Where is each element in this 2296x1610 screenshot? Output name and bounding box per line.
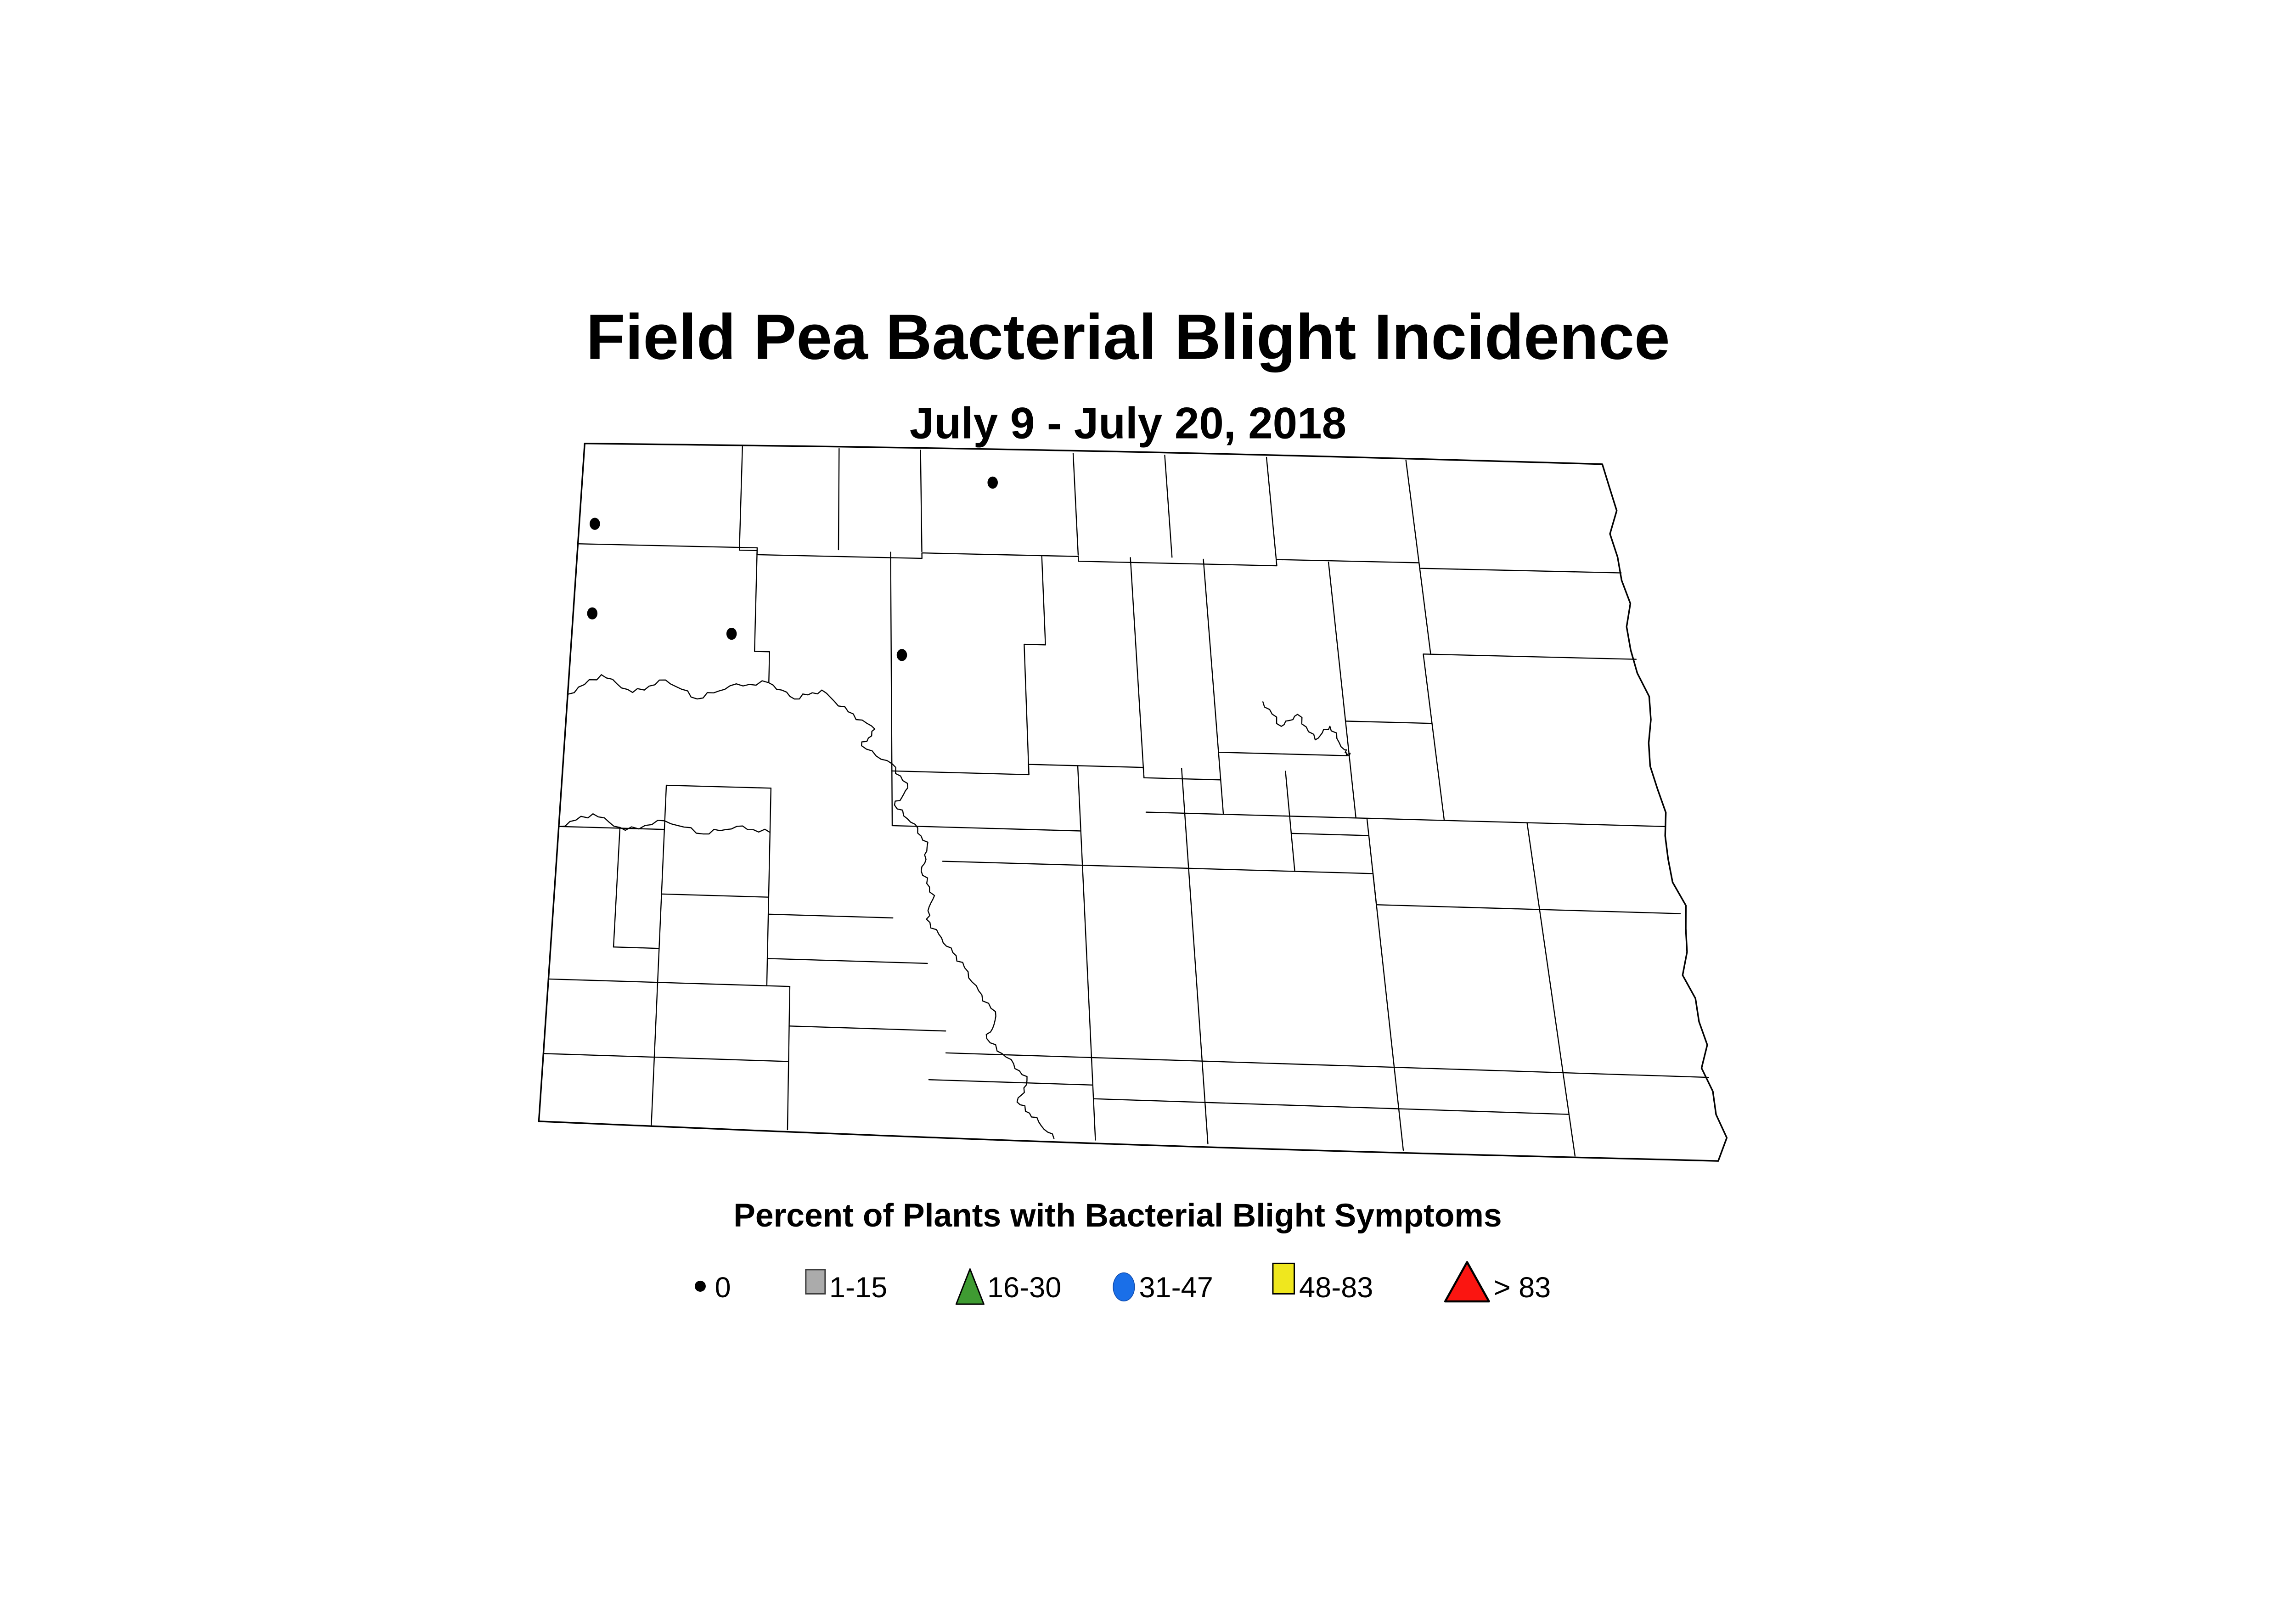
county-boundary bbox=[1372, 873, 1395, 1068]
legend-item-1630: 16-30 bbox=[955, 1268, 1061, 1305]
county-boundary bbox=[1526, 822, 1540, 910]
survey-site-marker-0 bbox=[896, 649, 907, 661]
county-boundary bbox=[945, 1052, 1709, 1078]
county-boundary bbox=[657, 784, 667, 983]
county-boundary bbox=[665, 784, 772, 789]
survey-site-marker-0 bbox=[587, 607, 598, 619]
county-boundary bbox=[1072, 453, 1079, 556]
county-boundary bbox=[890, 552, 893, 827]
survey-site-marker-0 bbox=[987, 476, 998, 489]
county-boundary bbox=[558, 826, 665, 830]
survey-site-markers bbox=[587, 476, 998, 661]
county-boundary bbox=[1562, 1072, 1576, 1157]
county-boundary bbox=[661, 893, 770, 898]
county-boundary bbox=[651, 982, 658, 1126]
county-boundary bbox=[1188, 867, 1203, 1062]
legend-label: 31-47 bbox=[1139, 1272, 1213, 1304]
legend-row: 0 1-15 16-30 31-47 48-83 > 83 bbox=[694, 1261, 1551, 1305]
county-boundary bbox=[1345, 721, 1433, 724]
legend-square-icon bbox=[1272, 1262, 1295, 1295]
river-boundary bbox=[567, 674, 1055, 1139]
county-boundary bbox=[1081, 865, 1092, 1058]
county-boundary bbox=[838, 448, 840, 551]
county-boundary bbox=[788, 1025, 946, 1032]
legend-label: 0 bbox=[715, 1272, 731, 1304]
legend-item-3147: 31-47 bbox=[1113, 1272, 1213, 1304]
legend-label: 16-30 bbox=[987, 1272, 1061, 1304]
legend-item-4883: 48-83 bbox=[1272, 1262, 1373, 1304]
county-boundary bbox=[920, 450, 923, 552]
legend-title: Percent of Plants with Bacterial Blight … bbox=[733, 1197, 1502, 1234]
county-boundary bbox=[548, 978, 791, 987]
county-boundary bbox=[1181, 768, 1189, 869]
county-boundary bbox=[891, 764, 1221, 781]
legend-dot-icon bbox=[694, 1280, 706, 1292]
page-subtitle: July 9 - July 20, 2018 bbox=[910, 399, 1346, 448]
river-boundary bbox=[558, 813, 771, 835]
legend-circle-icon bbox=[1113, 1272, 1135, 1301]
county-boundary bbox=[613, 828, 621, 948]
county-boundary bbox=[942, 861, 1374, 874]
county-boundary bbox=[766, 958, 928, 964]
county-boundary bbox=[928, 1079, 1094, 1086]
county-boundary bbox=[1285, 771, 1295, 872]
legend-item-0: 0 bbox=[694, 1272, 731, 1304]
county-boundary bbox=[767, 913, 894, 919]
county-boundary bbox=[1376, 904, 1681, 914]
county-boundary bbox=[1145, 811, 1666, 828]
county-boundary bbox=[738, 446, 770, 683]
legend-item-115: 1-15 bbox=[805, 1269, 887, 1304]
county-boundary bbox=[1266, 456, 1277, 560]
survey-site-marker-0 bbox=[590, 518, 600, 530]
county-boundary bbox=[613, 946, 660, 949]
legend-square-icon bbox=[805, 1269, 826, 1295]
county-boundary bbox=[1130, 557, 1145, 778]
county-boundary bbox=[1539, 909, 1564, 1074]
county-boundary bbox=[1405, 459, 1420, 563]
county-boundary bbox=[1203, 558, 1224, 815]
county-boundary bbox=[577, 543, 1622, 574]
county-boundary bbox=[1093, 1098, 1570, 1115]
legend-triangle-icon bbox=[1444, 1261, 1490, 1303]
legend-label: > 83 bbox=[1494, 1272, 1551, 1304]
county-boundary bbox=[1328, 561, 1356, 819]
north-dakota-county-map bbox=[538, 443, 1728, 1162]
county-boundary bbox=[1430, 653, 1637, 660]
page-title: Field Pea Bacterial Blight Incidence bbox=[586, 301, 1670, 373]
county-boundary bbox=[1077, 765, 1083, 866]
county-boundary bbox=[1164, 455, 1173, 558]
river-boundary bbox=[1262, 701, 1351, 756]
county-boundary bbox=[1218, 751, 1350, 756]
legend-triangle-icon bbox=[955, 1268, 985, 1305]
county-boundary bbox=[543, 1053, 789, 1062]
county-boundary bbox=[1419, 568, 1445, 821]
county-boundary bbox=[1393, 1066, 1404, 1151]
county-boundary bbox=[1024, 555, 1046, 776]
county-boundary bbox=[766, 788, 772, 986]
state-border bbox=[538, 443, 1728, 1162]
county-boundary bbox=[787, 986, 791, 1131]
legend-label: 48-83 bbox=[1299, 1272, 1373, 1304]
county-boundary bbox=[1290, 833, 1370, 836]
survey-site-marker-0 bbox=[726, 627, 737, 640]
legend-item-83: > 83 bbox=[1444, 1261, 1551, 1304]
county-boundary bbox=[891, 825, 1081, 832]
legend-label: 1-15 bbox=[829, 1272, 887, 1304]
